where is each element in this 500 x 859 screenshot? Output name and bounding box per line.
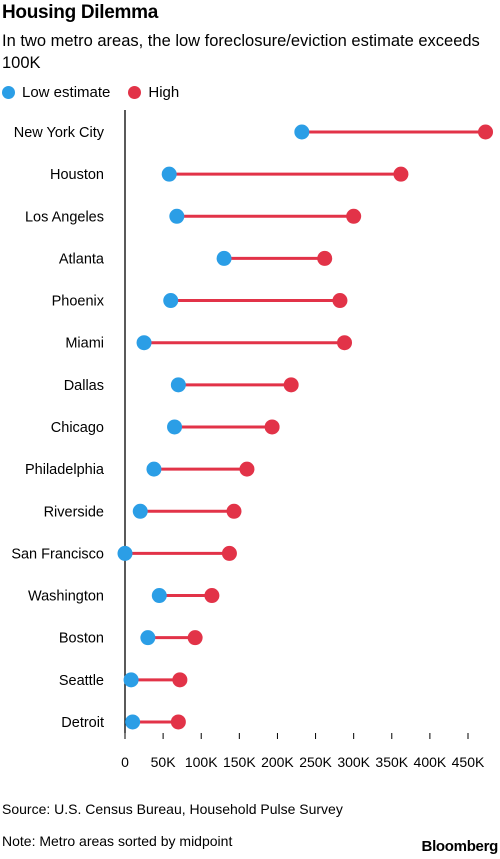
category-label: Detroit [61, 715, 104, 731]
legend: Low estimate High [2, 84, 197, 101]
high-point [264, 419, 280, 435]
category-label: New York City [14, 125, 105, 141]
dumbbell-chart: New York City Houston Los Angeles Atlanta Ph… [11, 110, 494, 770]
category-label: Boston [59, 631, 104, 647]
category-label: Seattle [59, 673, 104, 689]
x-tick-label: 350K [375, 754, 408, 770]
low-point [136, 335, 152, 351]
legend-low-label: Low estimate [22, 84, 111, 101]
high-point [239, 461, 255, 477]
high-estimate-dot-icon [128, 86, 142, 99]
low-point [123, 672, 139, 688]
x-tick-label: 450K [452, 754, 485, 770]
x-tick-label: 150K [223, 754, 256, 770]
category-label: Houston [50, 167, 104, 183]
low-point [163, 293, 179, 309]
high-point [332, 293, 348, 309]
high-point [337, 335, 353, 351]
low-point [125, 714, 141, 730]
high-point [478, 124, 494, 140]
high-point [172, 672, 188, 688]
x-tick-label: 100K [185, 754, 218, 770]
x-tick-label: 200K [261, 754, 294, 770]
low-point [294, 124, 310, 140]
category-label: Riverside [44, 504, 104, 520]
low-point [140, 630, 156, 646]
low-point [132, 503, 148, 519]
high-point [226, 503, 242, 519]
low-point [146, 461, 162, 477]
high-point [221, 545, 237, 561]
category-label: Los Angeles [25, 209, 104, 225]
category-label: Phoenix [52, 294, 105, 310]
chart-subtitle: In two metro areas, the low foreclosure/… [2, 32, 480, 72]
low-point [151, 588, 167, 604]
low-point [216, 250, 232, 266]
low-point [169, 208, 185, 224]
category-label: Dallas [64, 378, 104, 394]
x-tick-label: 50K [151, 754, 177, 770]
high-point [317, 250, 333, 266]
low-point [117, 545, 133, 561]
low-point [167, 419, 183, 435]
source-note: Source: U.S. Census Bureau, Household Pu… [2, 801, 343, 817]
x-tick-label: 250K [299, 754, 332, 770]
high-point [187, 630, 203, 646]
category-label: Chicago [51, 420, 104, 436]
category-label: Atlanta [59, 251, 105, 267]
category-label: Washington [28, 589, 104, 605]
low-estimate-dot-icon [2, 86, 15, 99]
category-label: Miami [65, 336, 104, 352]
high-point [170, 714, 186, 730]
x-tick-label: 400K [414, 754, 447, 770]
legend-item-low: Low estimate [2, 84, 110, 101]
high-point [393, 166, 409, 182]
sort-note: Note: Metro areas sorted by midpoint [2, 833, 233, 849]
high-point [346, 208, 362, 224]
legend-item-high: High [128, 84, 179, 101]
brand-logo: Bloomberg [421, 838, 499, 855]
low-point [161, 166, 177, 182]
high-point [283, 377, 299, 393]
legend-high-label: High [148, 84, 180, 101]
high-point [204, 588, 220, 604]
category-label: San Francisco [11, 546, 104, 562]
category-label: Philadelphia [25, 462, 105, 478]
x-tick-label: 300K [337, 754, 370, 770]
x-tick-label: 0 [121, 754, 129, 770]
low-point [170, 377, 186, 393]
chart-title: Housing Dilemma [2, 2, 158, 23]
